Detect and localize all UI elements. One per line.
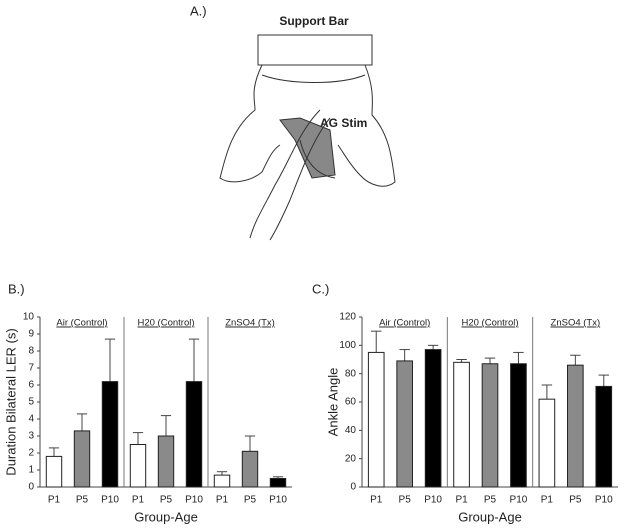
x-axis-label: Group-Age xyxy=(134,509,198,524)
x-tick-label: P10 xyxy=(510,495,528,506)
x-tick-label: P10 xyxy=(101,495,119,506)
y-axis-label: Ankle Angle xyxy=(325,368,340,437)
group-label: H20 (Control) xyxy=(137,318,194,329)
bar xyxy=(213,474,231,488)
y-tick-label: 4 xyxy=(28,414,34,425)
bar xyxy=(367,351,385,488)
y-tick-label: 2 xyxy=(28,448,34,459)
bar xyxy=(185,381,203,488)
y-axis-label: Duration Bilateral LER (s) xyxy=(3,328,18,475)
bar xyxy=(424,349,442,488)
y-tick-label: 0 xyxy=(350,482,356,493)
y-tick-label: 8 xyxy=(28,346,34,357)
bar xyxy=(396,360,413,488)
y-tick-label: 120 xyxy=(339,312,356,323)
x-tick-label: P5 xyxy=(569,495,582,506)
y-tick-label: 9 xyxy=(28,329,34,340)
bar xyxy=(129,444,147,488)
x-tick-label: P1 xyxy=(132,495,145,506)
y-tick-label: 3 xyxy=(28,431,34,442)
y-tick-label: 0 xyxy=(28,482,34,493)
x-tick-label: P1 xyxy=(455,495,468,506)
y-tick-label: 100 xyxy=(339,340,356,351)
group-label: ZnSO4 (Tx) xyxy=(225,318,275,329)
panel-label: A.) xyxy=(190,3,207,18)
x-tick-label: P10 xyxy=(269,495,287,506)
stim-label: AG Stim xyxy=(320,116,367,130)
y-tick-label: 6 xyxy=(28,380,34,391)
panel-label: C.) xyxy=(312,281,329,296)
y-tick-label: 7 xyxy=(28,363,34,374)
y-tick-label: 40 xyxy=(345,425,357,436)
group-label: Air (Control) xyxy=(379,318,430,329)
x-tick-label: P5 xyxy=(399,495,412,506)
support-bar-label: Support Bar xyxy=(279,14,349,28)
bar xyxy=(538,398,556,488)
y-tick-label: 20 xyxy=(345,453,357,464)
x-tick-label: P1 xyxy=(48,495,61,506)
bar xyxy=(45,455,63,488)
group-label: ZnSO4 (Tx) xyxy=(551,318,601,329)
y-tick-label: 80 xyxy=(345,368,357,379)
x-tick-label: P5 xyxy=(484,495,497,506)
rat-drawing xyxy=(219,34,396,241)
bar xyxy=(453,361,470,488)
group-label: Air (Control) xyxy=(56,318,107,329)
bar xyxy=(567,364,584,488)
bar xyxy=(510,363,527,488)
x-tick-label: P1 xyxy=(541,495,554,506)
bar xyxy=(73,430,91,488)
x-tick-label: P10 xyxy=(424,495,442,506)
x-tick-label: P5 xyxy=(76,495,89,506)
x-tick-label: P5 xyxy=(244,495,257,506)
bar xyxy=(101,381,119,488)
y-tick-label: 5 xyxy=(28,397,34,408)
panel-label: B.) xyxy=(8,281,25,296)
x-tick-label: P5 xyxy=(160,495,173,506)
bar xyxy=(269,478,287,488)
y-tick-label: 60 xyxy=(345,397,357,408)
x-tick-label: P1 xyxy=(370,495,383,506)
bar xyxy=(595,385,613,488)
group-label: H20 (Control) xyxy=(461,318,518,329)
y-tick-label: 1 xyxy=(28,465,34,476)
bar xyxy=(481,363,499,488)
y-tick-label: 10 xyxy=(23,312,35,323)
x-tick-label: P10 xyxy=(185,495,203,506)
bar xyxy=(157,435,175,488)
x-tick-label: P1 xyxy=(216,495,229,506)
bar xyxy=(241,450,259,488)
x-axis-label: Group-Age xyxy=(458,509,522,524)
x-tick-label: P10 xyxy=(595,495,613,506)
